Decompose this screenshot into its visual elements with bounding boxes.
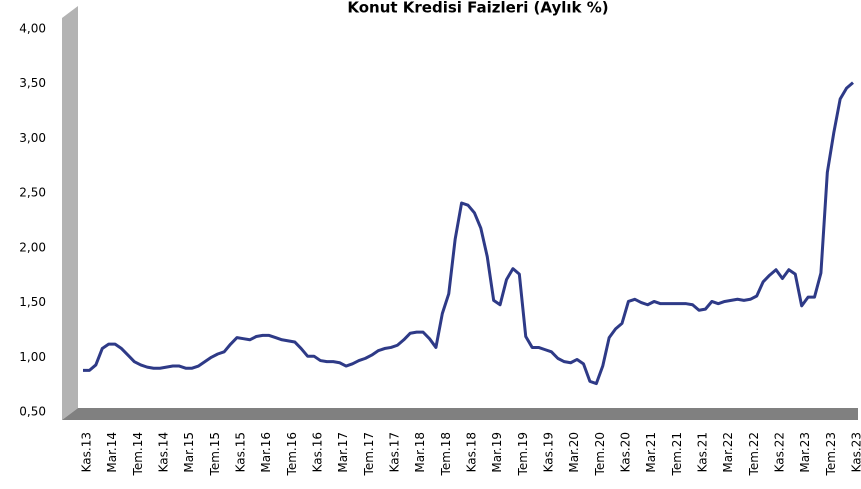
x-tick-label: Mar.21 — [644, 432, 658, 473]
x-tick-label: Tem.23 — [824, 432, 838, 476]
y-tick-label: 2,00 — [19, 240, 46, 254]
x-tick-label: Kas.15 — [234, 432, 248, 472]
y-tick-label: 0,50 — [19, 405, 46, 419]
y-tick-label: 1,00 — [19, 350, 46, 364]
x-tick-label: Kas.21 — [696, 432, 710, 472]
x-tick-label: Mar.18 — [413, 432, 427, 473]
x-tick-label: Tem.18 — [439, 432, 453, 476]
x-tick-label: Kas.16 — [311, 432, 325, 472]
x-tick-label: Mar.19 — [490, 432, 504, 473]
x-tick-label: Tem.22 — [747, 432, 761, 476]
x-tick-label: Mar.23 — [798, 432, 812, 473]
y-tick-label: 3,00 — [19, 131, 46, 145]
chart-title: Konut Kredisi Faizleri (Aylık %) — [347, 0, 608, 17]
x-tick-label: Kas.20 — [619, 432, 633, 472]
x-tick-label: Mar.16 — [259, 432, 273, 473]
axis-floor — [62, 408, 858, 420]
x-tick-label: Mar.20 — [567, 432, 581, 473]
y-tick-label: 1,50 — [19, 295, 46, 309]
x-tick-label: Kas.14 — [157, 432, 171, 472]
x-tick-label: Kas.18 — [465, 432, 479, 472]
data-line — [83, 81, 854, 386]
x-tick-label: Tem.15 — [208, 432, 222, 476]
x-tick-label: Tem.20 — [593, 432, 607, 476]
x-tick-label: Kas.13 — [80, 432, 94, 472]
x-tick-label: Tem.19 — [516, 432, 530, 476]
x-tick-label: Tem.21 — [670, 432, 684, 476]
axis-wall — [62, 6, 78, 420]
x-tick-label: Tem.16 — [285, 432, 299, 476]
x-tick-label: Tem.17 — [362, 432, 376, 476]
x-tick-label: Tem.14 — [131, 432, 145, 476]
x-tick-label: Mar.22 — [721, 432, 735, 473]
x-tick-label: Kas.22 — [773, 432, 787, 472]
x-tick-label: Mar.15 — [182, 432, 196, 473]
x-tick-label: Kas.23 — [850, 432, 861, 472]
y-tick-label: 3,50 — [19, 76, 46, 90]
y-tick-label: 4,00 — [19, 22, 46, 36]
x-tick-label: Kas.19 — [542, 432, 556, 472]
x-tick-label: Mar.17 — [336, 432, 350, 473]
y-tick-label: 2,50 — [19, 186, 46, 200]
x-tick-label: Kas.17 — [388, 432, 402, 472]
x-tick-label: Mar.14 — [105, 432, 119, 473]
